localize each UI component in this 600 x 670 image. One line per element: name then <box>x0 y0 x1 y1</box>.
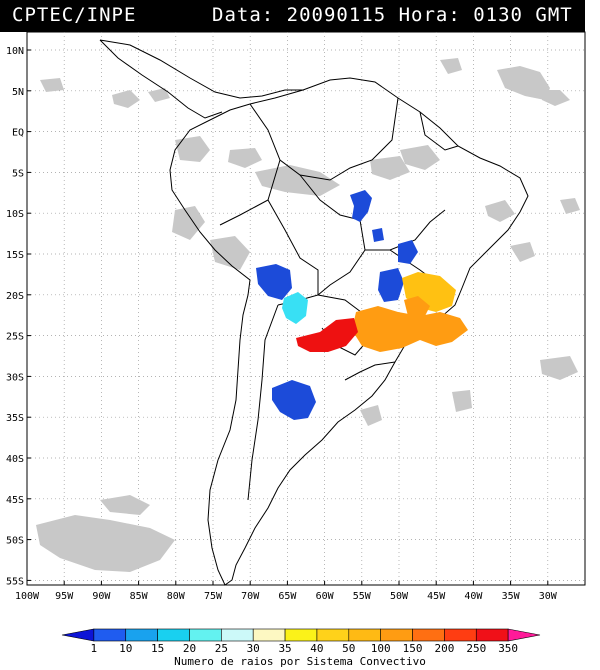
lat-labels: 10N 5N EQ 5S 10S 15S 20S 25S 30S 35S 40S 45S 50S 55S <box>6 46 31 587</box>
legend-tick-label: 30 <box>247 642 260 655</box>
lon-labels: 100W 95W 90W 85W 80W 75W 70W 65W 60W 55W 50W 45W 40W… <box>15 581 558 602</box>
legend-swatch <box>125 628 158 642</box>
legend-swatch <box>221 628 254 642</box>
header-bar: CPTEC/INPE Data: 20090115 Hora: 0130 GMT <box>0 0 585 32</box>
cell-dark-blue-6 <box>272 380 316 420</box>
legend-swatch <box>475 628 509 642</box>
lon-label: 30W <box>539 591 558 602</box>
convective-cells <box>256 190 468 420</box>
legend-swatch <box>189 628 222 642</box>
cloud-cover <box>36 58 580 572</box>
lat-label: 55S <box>6 576 24 587</box>
legend-tick-label: 150 <box>403 642 423 655</box>
lat-label: 30S <box>6 372 24 383</box>
lat-label: 5S <box>12 168 24 179</box>
legend-swatch <box>316 628 350 642</box>
cell-orange-1 <box>352 306 468 352</box>
lon-label: 55W <box>353 591 372 602</box>
source-label: CPTEC/INPE <box>12 4 137 26</box>
lon-label: 75W <box>204 591 223 602</box>
lon-label: 45W <box>427 591 446 602</box>
legend-tick-label: 10 <box>119 642 132 655</box>
legend-tick-label: 15 <box>151 642 164 655</box>
legend-tick-label: 50 <box>342 642 355 655</box>
lon-label: 35W <box>502 591 521 602</box>
lon-label: 80W <box>167 591 186 602</box>
lon-label: 70W <box>241 591 260 602</box>
lat-label: 20S <box>6 291 24 302</box>
lon-label: 100W <box>15 591 40 602</box>
central-america-coast-south <box>99 39 223 119</box>
legend-tick-label: 1 <box>91 642 98 655</box>
cell-dark-blue-5 <box>378 268 404 302</box>
lat-label: 40S <box>6 454 24 465</box>
lat-label: 35S <box>6 413 24 424</box>
lat-label: EQ <box>12 128 24 139</box>
legend-tick-label: 200 <box>434 642 454 655</box>
lon-label: 50W <box>390 591 409 602</box>
legend-tick-label: 250 <box>466 642 486 655</box>
legend-tick-label: 25 <box>215 642 228 655</box>
lon-label: 60W <box>316 591 335 602</box>
country-borders <box>249 97 399 181</box>
legend-title: Numero de raios por Sistema Convectivo <box>174 655 426 668</box>
cell-cyan <box>282 292 308 324</box>
map-frame <box>26 31 586 586</box>
legend-tick-label: 40 <box>310 642 323 655</box>
legend-swatch <box>380 628 413 642</box>
cell-dark-blue-3 <box>398 240 418 264</box>
lat-label: 10S <box>6 209 24 220</box>
continent-outlines <box>99 39 529 586</box>
legend-swatch <box>348 628 381 642</box>
legend-tick-label: 100 <box>371 642 391 655</box>
lon-label: 90W <box>92 591 111 602</box>
legend-swatch <box>93 628 127 642</box>
legend-swatch <box>157 628 190 642</box>
lon-label: 85W <box>130 591 149 602</box>
legend-swatch <box>412 628 445 642</box>
lat-label: 25S <box>6 332 24 343</box>
lon-label: 65W <box>278 591 297 602</box>
legend-colorbar <box>61 628 541 642</box>
lat-label: 45S <box>6 495 24 506</box>
legend-tick-label: 350 <box>498 642 518 655</box>
central-america-coast <box>99 39 303 99</box>
grid-lines <box>27 32 585 585</box>
lat-label: 50S <box>6 536 24 547</box>
cell-dark-blue-1 <box>350 190 372 222</box>
legend-swatch <box>507 628 541 642</box>
cell-dark-blue-4 <box>256 264 292 300</box>
datetime-label: Data: 20090115 Hora: 0130 GMT <box>212 4 573 26</box>
legend-swatch <box>284 628 318 642</box>
legend-ticks: 1 10 15 20 25 30 35 40 50 100 150 200 250 350 <box>91 642 519 655</box>
legend-swatch <box>61 628 95 642</box>
lat-label: 5N <box>12 87 24 98</box>
lon-label: 95W <box>55 591 74 602</box>
lon-label: 40W <box>464 591 483 602</box>
legend-swatch <box>252 628 286 642</box>
cell-red <box>296 318 358 352</box>
lat-label: 15S <box>6 250 24 261</box>
south-america-coast <box>169 77 529 586</box>
legend-swatch <box>444 628 477 642</box>
cell-dark-blue-2 <box>372 228 384 242</box>
legend-tick-label: 35 <box>278 642 291 655</box>
legend-tick-label: 20 <box>183 642 196 655</box>
cell-orange-2 <box>404 296 430 318</box>
lat-label: 10N <box>6 46 24 57</box>
